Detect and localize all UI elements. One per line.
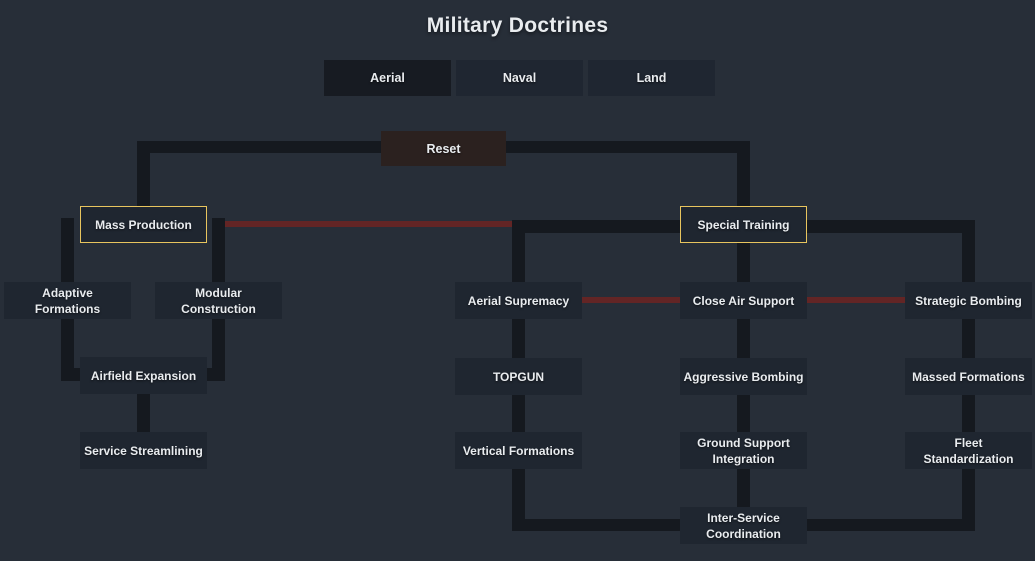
node-label-line: Standardization (923, 451, 1014, 466)
node-inter-service-coordination[interactable]: Inter-Service Coordination (680, 507, 807, 544)
page-title: Military Doctrines (426, 14, 609, 37)
node-label-line: Formations (34, 301, 101, 316)
node-label-line: Inter-Service (707, 510, 780, 525)
node-mass-production[interactable]: Mass Production (80, 206, 207, 243)
connector-line (137, 141, 150, 206)
node-adaptive-formations[interactable]: Adaptive Formations (4, 282, 131, 319)
node-label-line: Construction (181, 301, 256, 316)
node-label-line: Aggressive Bombing (683, 369, 804, 384)
node-service-streamlining[interactable]: Service Streamlining (80, 432, 207, 469)
node-label-line: Ground Support (697, 435, 790, 450)
node-label-line: Modular (195, 285, 242, 300)
exclusive-connector-line (225, 221, 512, 227)
tab-land[interactable]: Land (588, 60, 715, 96)
node-strategic-bombing[interactable]: Strategic Bombing (905, 282, 1032, 319)
node-vertical-formations[interactable]: Vertical Formations (455, 432, 582, 469)
node-label-line: Strategic Bombing (915, 293, 1022, 308)
node-label-line: Aerial Supremacy (467, 293, 570, 308)
node-label-line: Special Training (697, 217, 790, 232)
tab-label: Aerial (370, 71, 405, 85)
connector-line (207, 368, 225, 381)
tab-naval[interactable]: Naval (456, 60, 583, 96)
node-ground-support-integration[interactable]: Ground Support Integration (680, 432, 807, 469)
node-label-line: Adaptive (42, 285, 93, 300)
node-label-line: Close Air Support (692, 293, 795, 308)
tab-label: Land (636, 71, 667, 85)
exclusive-connector-line (807, 297, 905, 303)
node-label-line: TOPGUN (492, 369, 545, 384)
node-massed-formations[interactable]: Massed Formations (905, 358, 1032, 395)
node-label-line: Coordination (706, 526, 781, 541)
tab-aerial[interactable]: Aerial (324, 60, 451, 96)
node-label-line: Service Streamlining (84, 443, 203, 458)
node-label-line: Massed Formations (912, 369, 1025, 384)
node-aggressive-bombing[interactable]: Aggressive Bombing (680, 358, 807, 395)
node-label-line: Mass Production (95, 217, 192, 232)
node-fleet-standardization[interactable]: Fleet Standardization (905, 432, 1032, 469)
connector-line (137, 394, 150, 432)
node-label-line: Fleet (954, 435, 983, 450)
node-airfield-expansion[interactable]: Airfield Expansion (80, 357, 207, 394)
node-close-air-support[interactable]: Close Air Support (680, 282, 807, 319)
node-label-line: Airfield Expansion (90, 368, 197, 383)
connector-line (737, 141, 750, 206)
node-label-line: Vertical Formations (462, 443, 575, 458)
node-special-training[interactable]: Special Training (680, 206, 807, 243)
reset-button[interactable]: Reset (381, 131, 506, 166)
exclusive-connector-line (582, 297, 682, 303)
connector-line (61, 368, 80, 381)
node-label-line: Integration (712, 451, 775, 466)
node-modular-construction[interactable]: Modular Construction (155, 282, 282, 319)
node-topgun[interactable]: TOPGUN (455, 358, 582, 395)
tab-label: Naval (502, 71, 537, 85)
node-aerial-supremacy[interactable]: Aerial Supremacy (455, 282, 582, 319)
